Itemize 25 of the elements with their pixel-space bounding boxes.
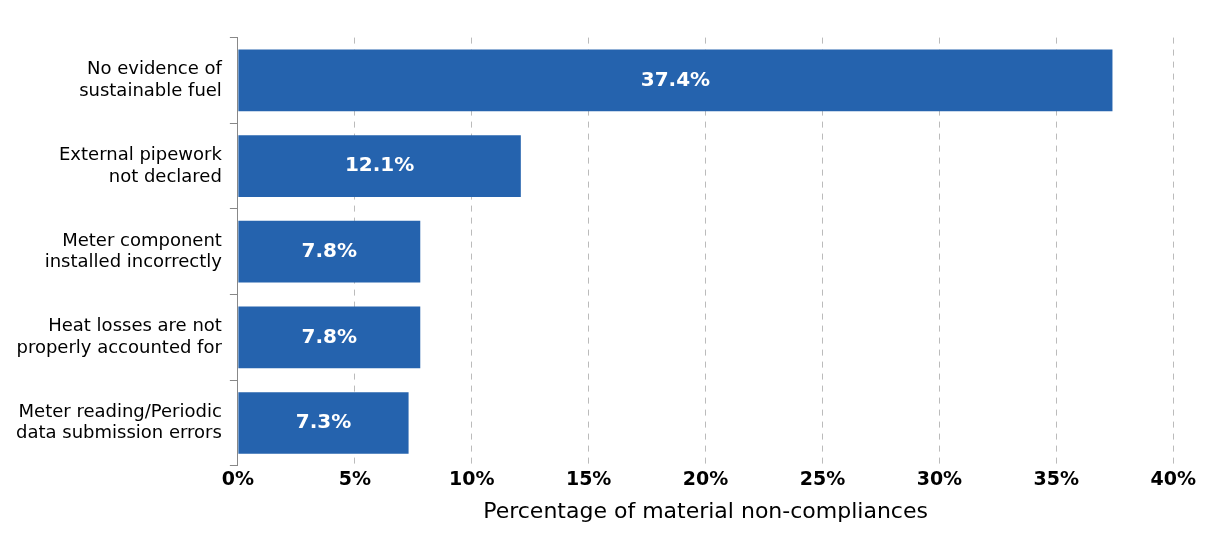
bar	[238, 49, 1113, 112]
y-tick-label: External pipework not declared	[58, 142, 223, 186]
data-label: 7.3%	[295, 409, 352, 434]
x-tick-label: 35%	[1033, 467, 1080, 490]
data-label: 7.8%	[301, 237, 358, 262]
bar	[238, 306, 421, 369]
x-tick-label: 30%	[916, 467, 963, 490]
data-label: 37.4%	[640, 66, 711, 91]
y-tick-label: Meter component installed incorrectly	[44, 228, 223, 272]
x-tick-label: 5%	[338, 467, 371, 490]
data-label: 12.1%	[344, 152, 415, 177]
y-tick-label: No evidence of sustainable fuel	[79, 57, 223, 100]
x-tick-label: 25%	[799, 467, 846, 490]
x-tick-label: 20%	[682, 467, 729, 490]
y-tick-label: Heat losses are not properly accounted for	[16, 314, 223, 357]
y-tick-label: Meter reading/Periodic data submission errors	[15, 399, 222, 443]
x-tick-label: 15%	[565, 467, 612, 490]
data-label: 7.8%	[301, 323, 358, 348]
bar	[238, 135, 521, 197]
x-tick-label: 10%	[448, 467, 495, 490]
x-tick-label: 40%	[1150, 467, 1196, 490]
bar	[238, 220, 421, 283]
bar	[238, 392, 409, 454]
x-axis-title: Percentage of material non-compliances	[483, 497, 928, 523]
x-tick-label: 0%	[221, 467, 254, 490]
